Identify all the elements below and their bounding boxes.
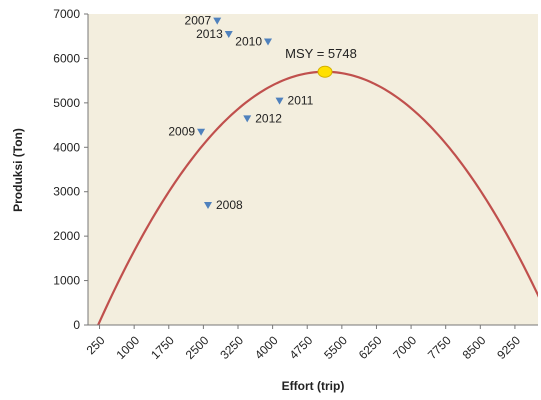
data-point-marker	[213, 17, 222, 25]
y-tick-label: 3000	[53, 185, 80, 199]
data-point-label: 2011	[288, 94, 314, 108]
data-point-label: 2009	[168, 125, 195, 139]
x-tick-label: 7000	[390, 333, 419, 362]
data-point-marker	[204, 202, 212, 210]
y-tick-label: 7000	[53, 7, 80, 21]
data-point-marker	[197, 128, 206, 136]
data-point-label: 2012	[255, 111, 282, 125]
y-tick-label: 0	[73, 318, 80, 332]
x-tick-label: 2500	[183, 333, 212, 362]
x-tick-label: 5500	[321, 333, 350, 362]
data-point-label: 2007	[185, 14, 212, 28]
y-tick-label: 6000	[53, 51, 80, 65]
msy-label: MSY = 5748	[285, 46, 357, 61]
x-tick-label: 7750	[425, 333, 454, 362]
data-point-marker	[264, 38, 272, 46]
msy-marker	[317, 65, 333, 78]
x-tick-label: 4000	[252, 333, 281, 362]
data-point-label: 2008	[216, 198, 243, 212]
x-tick-label: 6250	[356, 333, 385, 362]
y-tick-label: 5000	[53, 96, 80, 110]
x-tick-label: 250	[84, 333, 108, 357]
data-point-marker	[275, 97, 284, 105]
y-tick-label: 1000	[53, 274, 80, 288]
x-tick-label: 1750	[148, 333, 177, 362]
data-point-label: 2013	[196, 27, 223, 41]
x-tick-label: 8500	[460, 333, 489, 362]
y-tick-label: 2000	[53, 229, 80, 243]
x-axis-title: Effort (trip)	[282, 379, 345, 393]
x-tick-label: 3250	[217, 333, 246, 362]
data-point-marker	[243, 115, 252, 123]
data-point-marker	[224, 30, 233, 38]
x-tick-label: 9250	[494, 333, 523, 362]
data-point-label: 2010	[235, 35, 262, 49]
y-tick-label: 4000	[53, 140, 80, 154]
y-axis-title: Produksi (Ton)	[11, 128, 25, 212]
plot-area	[88, 14, 538, 325]
x-tick-label: 1000	[113, 333, 142, 362]
x-tick-label: 4750	[287, 333, 316, 362]
